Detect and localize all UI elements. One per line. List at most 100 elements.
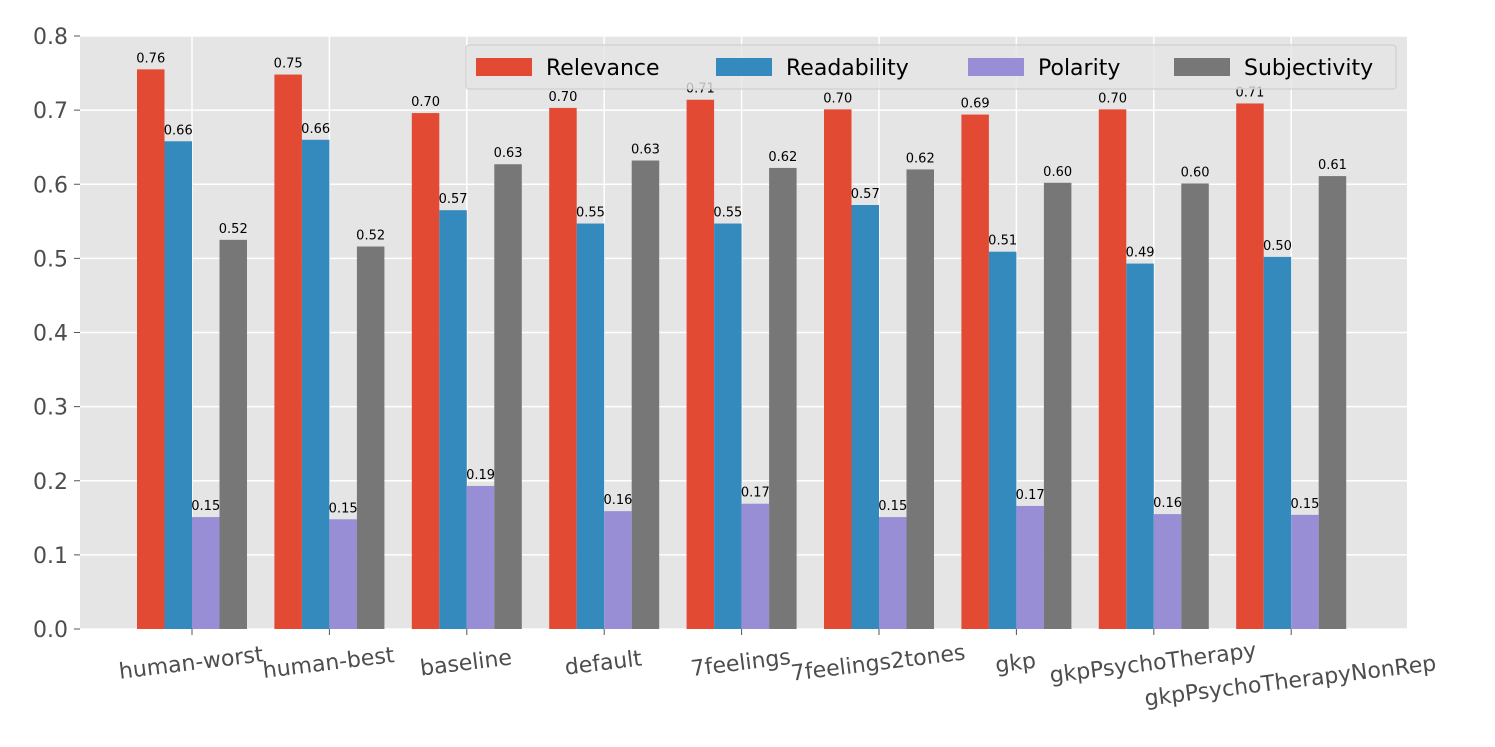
bar-value-label: 0.75: [274, 57, 303, 72]
bar-value-label: 0.62: [906, 151, 935, 166]
bar-readability-human-best: [301, 139, 330, 629]
bar-value-label: 0.69: [961, 97, 990, 112]
legend-swatch-subjectivity: [1174, 58, 1230, 76]
legend-swatch-relevance: [476, 58, 532, 76]
legend-box: [465, 44, 1397, 90]
bar-relevance-gkpPsychoTherapy: [1098, 109, 1127, 630]
legend-label-subjectivity: Subjectivity: [1244, 56, 1373, 81]
bar-polarity-default: [604, 511, 632, 629]
bar-value-label: 0.66: [301, 122, 330, 137]
x-category-label: 7feelings2tones: [790, 640, 967, 686]
y-tick-label: 0.4: [33, 322, 68, 347]
bar-subjectivity-7feelings2tones: [906, 169, 934, 630]
x-category-label: human-best: [261, 643, 396, 684]
bar-value-labels: 0.760.750.700.700.710.700.690.700.710.66…: [136, 51, 1347, 516]
bar-subjectivity-gkpPsychoTherapy: [1181, 183, 1209, 630]
bar-value-label: 0.57: [439, 192, 468, 207]
bar-readability-default: [576, 223, 605, 629]
bar-readability-7feelings: [714, 223, 742, 629]
bar-readability-baseline: [439, 210, 467, 629]
legend-label-readability: Readability: [786, 56, 909, 81]
bar-value-label: 0.57: [851, 187, 880, 202]
y-tick-label: 0.3: [33, 396, 68, 421]
bar-relevance-human-best: [274, 74, 302, 630]
bar-value-label: 0.60: [1043, 165, 1072, 180]
bar-value-label: 0.15: [329, 501, 358, 516]
bar-value-label: 0.55: [713, 206, 742, 221]
bar-value-label: 0.19: [466, 468, 495, 483]
x-category-label: baseline: [419, 646, 514, 682]
bar-relevance-gkp: [961, 114, 989, 629]
legend-swatch-readability: [716, 58, 772, 76]
bar-subjectivity-baseline: [494, 164, 522, 629]
bar-value-label: 0.51: [988, 234, 1017, 249]
y-tick-label: 0.7: [33, 99, 68, 124]
bar-value-label: 0.70: [1098, 91, 1127, 106]
bar-polarity-gkpPsychoTherapyNonRep: [1291, 514, 1319, 629]
y-tick-label: 0.5: [33, 247, 68, 272]
bar-value-label: 0.70: [548, 90, 577, 105]
bar-subjectivity-gkpPsychoTherapyNonRep: [1318, 176, 1347, 629]
bar-relevance-7feelings: [686, 99, 715, 629]
bar-readability-gkp: [988, 251, 1017, 630]
bar-readability-gkpPsychoTherapy: [1126, 263, 1154, 629]
bar-relevance-gkpPsychoTherapyNonRep: [1236, 103, 1264, 630]
bar-value-label: 0.16: [1153, 496, 1182, 511]
y-tick-label: 0.6: [33, 173, 68, 198]
bar-polarity-human-best: [329, 519, 357, 629]
bar-relevance-baseline: [411, 113, 440, 630]
bar-relevance-human-worst: [137, 69, 165, 629]
bar-value-label: 0.70: [823, 91, 852, 106]
bar-subjectivity-gkp: [1043, 182, 1072, 629]
bar-polarity-7feelings: [741, 503, 770, 629]
legend: Relevance Readability Polarity Subjectivity: [465, 44, 1397, 90]
bar-readability-gkpPsychoTherapyNonRep: [1263, 256, 1292, 629]
bar-value-label: 0.55: [576, 206, 605, 221]
y-axis-ticks: 0.0 0.1 0.2 0.3 0.4 0.5 0.6 0.7 0.8: [33, 25, 80, 643]
bar-polarity-human-worst: [192, 517, 220, 629]
bar-value-label: 0.76: [136, 51, 165, 66]
bar-value-label: 0.15: [878, 499, 907, 514]
bar-polarity-gkpPsychoTherapy: [1153, 514, 1182, 629]
bar-polarity-baseline: [466, 485, 495, 629]
y-tick-label: 0.8: [33, 25, 68, 50]
bar-polarity-7feelings2tones: [879, 517, 907, 629]
y-tick-label: 0.0: [33, 618, 68, 643]
bar-value-label: 0.15: [1290, 497, 1319, 512]
bar-subjectivity-default: [631, 160, 660, 629]
bar-value-label: 0.62: [768, 150, 797, 165]
bar-value-label: 0.52: [219, 222, 248, 237]
bar-readability-human-worst: [164, 141, 192, 629]
bar-value-label: 0.15: [191, 499, 220, 514]
bar-value-label: 0.50: [1263, 239, 1292, 254]
bar-subjectivity-human-best: [356, 246, 385, 629]
legend-label-polarity: Polarity: [1038, 56, 1120, 81]
bar-value-label: 0.60: [1181, 166, 1210, 181]
legend-label-relevance: Relevance: [546, 56, 660, 81]
bar-value-label: 0.63: [631, 143, 660, 158]
legend-swatch-polarity: [968, 58, 1024, 76]
bar-value-label: 0.70: [411, 95, 440, 110]
bar-value-label: 0.17: [1016, 488, 1045, 503]
bar-polarity-gkp: [1016, 505, 1044, 629]
y-tick-label: 0.2: [33, 470, 68, 495]
bar-value-label: 0.17: [741, 486, 770, 501]
bar-value-label: 0.63: [494, 146, 523, 161]
y-tick-label: 0.1: [33, 544, 68, 569]
x-category-label: default: [563, 646, 643, 680]
bar-value-label: 0.49: [1126, 246, 1155, 261]
bars: [137, 69, 1347, 630]
x-category-label: gkp: [994, 649, 1037, 679]
bar-subjectivity-human-worst: [219, 239, 247, 629]
bar-readability-7feelings2tones: [851, 205, 879, 629]
bar-value-label: 0.52: [356, 229, 385, 244]
bar-subjectivity-7feelings: [769, 167, 797, 629]
x-category-label: human-worst: [118, 642, 266, 685]
bar-relevance-7feelings2tones: [824, 109, 852, 630]
bar-value-label: 0.16: [603, 493, 632, 508]
bar-value-label: 0.66: [164, 123, 193, 138]
x-category-label: 7feelings: [689, 645, 792, 682]
bar-value-label: 0.61: [1318, 158, 1347, 173]
